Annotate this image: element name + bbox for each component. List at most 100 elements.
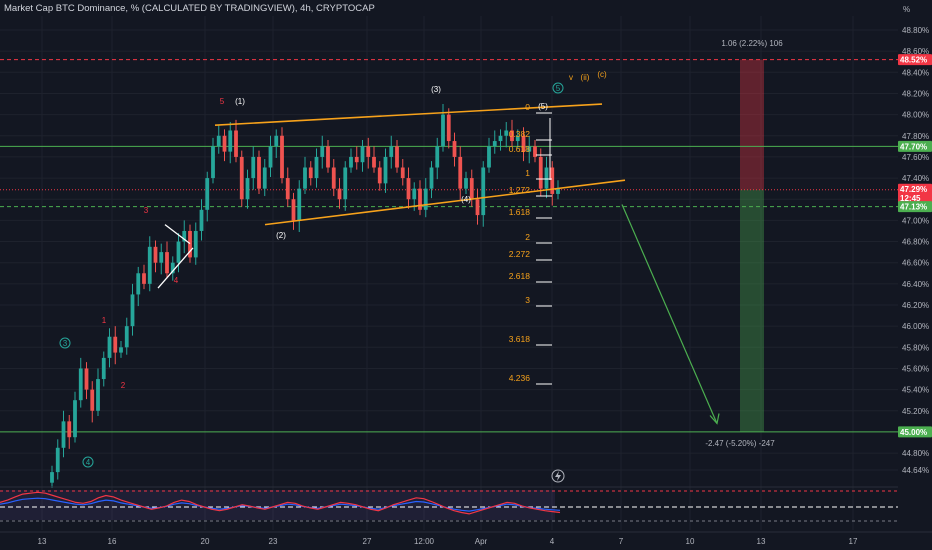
time-label: 13 [38, 537, 47, 546]
fib-level-label: 0.618 [509, 144, 531, 154]
wave-label: v [569, 73, 573, 82]
candle [291, 199, 296, 221]
fib-level-label: 3 [525, 295, 530, 305]
candle [257, 156, 261, 189]
candle [262, 167, 267, 189]
candle [142, 273, 146, 284]
wave-label: (1) [235, 97, 245, 106]
time-label: 13 [757, 537, 766, 546]
price-badge-text: 47.29% [900, 185, 927, 194]
candle [504, 130, 509, 136]
candle [113, 336, 118, 353]
time-label: 10 [686, 537, 695, 546]
price-badge-text: 48.52% [900, 56, 927, 65]
candle [159, 252, 164, 263]
wave-trendline [157, 247, 194, 289]
wave-label: 3 [144, 206, 149, 215]
candle [423, 188, 428, 210]
fib-extension: 0 0.382 0.618 1 1.272 1.618 2 2.272 2.618 3 3.618 4… [509, 102, 552, 385]
candle [343, 167, 348, 200]
candle [303, 167, 307, 189]
candle [349, 156, 353, 168]
position-top-label: 1.06 (2.22%) 106 [721, 39, 783, 48]
candle [228, 130, 233, 152]
time-label: 20 [201, 537, 210, 546]
wave-label: 5 [220, 97, 225, 106]
candle [331, 167, 336, 189]
candle [550, 167, 555, 194]
price-tick: 45.20% [902, 407, 929, 416]
wave-circle [59, 337, 71, 349]
candle [458, 156, 463, 189]
candle [395, 146, 399, 168]
candle [297, 188, 302, 221]
price-badge-text: 47.70% [900, 142, 927, 151]
candle [90, 389, 95, 411]
candle [101, 357, 106, 380]
price-tick: 47.60% [902, 153, 929, 162]
candle [285, 178, 290, 200]
candle [354, 156, 359, 163]
price-tick: 46.20% [902, 301, 929, 310]
candle [314, 156, 319, 179]
candle [481, 167, 486, 216]
signal-line [0, 497, 561, 512]
candle [406, 178, 411, 200]
candle [84, 368, 89, 390]
candle [50, 472, 54, 483]
candle [234, 130, 238, 157]
candle [464, 178, 468, 189]
time-label: 27 [363, 537, 372, 546]
price-badge [898, 201, 932, 213]
candle [67, 421, 72, 438]
upper-trendline [214, 103, 603, 126]
time-label: 16 [108, 537, 117, 546]
price-badge [898, 140, 932, 152]
candle [418, 188, 422, 210]
candle [320, 146, 325, 157]
time-axis: 13 16 20 23 27 12:00 Apr 4 7 10 13 17 [0, 531, 932, 546]
price-badge-text: 47.13% [900, 203, 927, 212]
candle [377, 167, 382, 184]
candle [372, 156, 376, 168]
candle [360, 146, 365, 163]
fib-level-label: 1.618 [509, 207, 531, 217]
wave-labels: 5 (1) (2) (3) (4) (5) v (ii) (c) 3 4 1 2 3 4 5 [59, 70, 607, 483]
candle [216, 135, 221, 147]
target-zone [740, 189, 764, 432]
wave-circle [82, 456, 94, 468]
candle [73, 400, 77, 438]
candle [308, 167, 313, 179]
replay-circle [551, 469, 565, 483]
candle [337, 188, 342, 200]
countdown-text: 12:45 [900, 194, 921, 203]
price-tick: 45.60% [902, 364, 929, 373]
stop-zone [740, 59, 764, 190]
candle [556, 188, 560, 194]
candle [147, 246, 152, 284]
candle [487, 146, 491, 168]
wave-label: 5 [556, 84, 561, 93]
wave-trendline [164, 224, 191, 245]
candle [153, 246, 158, 263]
candle [538, 156, 543, 189]
fib-level-label: 3.618 [509, 334, 531, 344]
arrow-head [709, 413, 720, 425]
price-tick: 48.80% [902, 26, 929, 35]
wave-label: (5) [538, 102, 548, 111]
price-badge-text: 45.00% [900, 428, 927, 437]
fib-level-label: 1.272 [509, 185, 531, 195]
candle [492, 141, 497, 147]
candle [268, 146, 273, 168]
position-tool: 1.06 (2.22%) 106 -2.47 (-5.20%) -247 [705, 39, 783, 448]
candle [239, 156, 244, 200]
time-label: 4 [550, 537, 555, 546]
wave-label: 3 [63, 339, 68, 348]
indicator-line [0, 491, 561, 515]
wave-label: (ii) [581, 73, 590, 82]
candle [366, 146, 371, 157]
candle [441, 114, 445, 147]
price-badge [898, 183, 932, 204]
